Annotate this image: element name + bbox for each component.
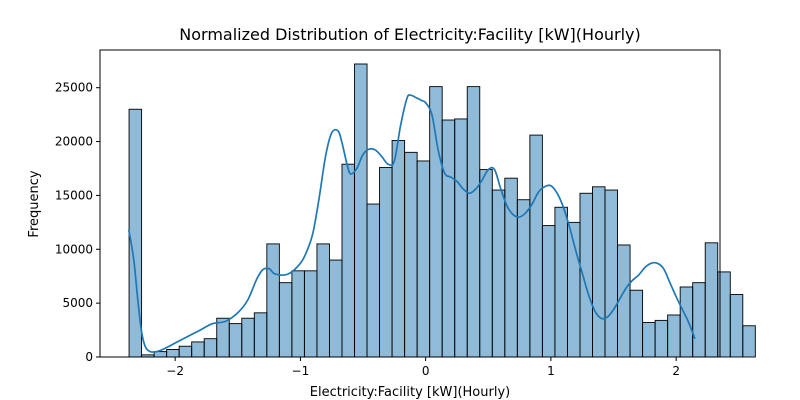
- histogram-bar: [203, 338, 218, 358]
- histogram-bar: [391, 140, 406, 358]
- histogram-bar: [178, 345, 193, 358]
- histogram-bar: [253, 312, 268, 358]
- histogram-bar: [379, 166, 393, 358]
- x-axis-label: Electricity:Facility [kW](Hourly): [310, 385, 510, 400]
- y-tick-label: 10000: [55, 242, 93, 256]
- histogram-bar: [466, 86, 481, 358]
- histogram-bar: [241, 317, 255, 358]
- histogram-bar: [278, 282, 293, 358]
- histogram-bar: [329, 259, 343, 358]
- y-axis: 0 5000 10000 15000 20000 25000: [55, 81, 100, 364]
- histogram-bar: [216, 317, 230, 358]
- histogram-bar: [729, 294, 744, 358]
- x-axis: −2 −1 0 1 2: [166, 357, 680, 378]
- histogram-bar: [266, 243, 280, 358]
- y-axis-label: Frequency: [27, 170, 42, 237]
- histogram-bar: [366, 203, 381, 358]
- x-tick-label: 2: [672, 364, 680, 378]
- histogram-bar: [228, 323, 243, 358]
- histogram-bar: [291, 270, 305, 358]
- histogram-bar: [642, 322, 656, 358]
- histogram-bar: [554, 206, 568, 358]
- histogram-bar: [404, 151, 418, 358]
- histogram-bar: [429, 86, 443, 358]
- histogram-bar: [316, 243, 330, 358]
- histogram-bar: [704, 242, 719, 358]
- histogram-bar: [579, 192, 593, 358]
- x-tick-label: 1: [547, 364, 555, 378]
- histogram-bar: [479, 169, 493, 358]
- kde-line: [127, 94, 696, 353]
- histogram-bar: [529, 134, 543, 358]
- y-tick-label: 20000: [55, 135, 93, 149]
- plot-frame: [99, 49, 721, 358]
- histogram-bar: [692, 282, 706, 358]
- y-tick-label: 0: [85, 350, 93, 364]
- y-tick-label: 25000: [55, 81, 93, 95]
- histogram-bar: [191, 341, 205, 358]
- histogram-bar: [354, 63, 368, 358]
- x-tick-label: −2: [166, 364, 184, 378]
- chart-title: Normalized Distribution of Electricity:F…: [179, 25, 640, 44]
- histogram-bar: [629, 289, 644, 358]
- x-tick-label: 0: [422, 364, 430, 378]
- histogram-bar: [166, 349, 180, 358]
- histogram-bar: [416, 160, 431, 358]
- histogram-bar: [441, 119, 456, 358]
- histogram-bar: [679, 286, 694, 358]
- histogram-bar: [541, 225, 556, 358]
- histogram-bar: [491, 189, 506, 358]
- y-tick-label: 5000: [62, 296, 93, 310]
- histogram-bar: [592, 186, 606, 358]
- histogram-bar: [341, 163, 355, 358]
- histogram-bar: [604, 189, 618, 358]
- histogram-bar: [454, 118, 468, 358]
- histogram-bar: [303, 270, 318, 358]
- histogram-bar: [742, 325, 756, 358]
- histogram-bar: [516, 199, 531, 358]
- histogram-bar: [667, 314, 681, 358]
- histogram-bars: [128, 63, 756, 358]
- histogram-bar: [654, 319, 669, 358]
- x-tick-label: −1: [292, 364, 310, 378]
- y-tick-label: 15000: [55, 188, 93, 202]
